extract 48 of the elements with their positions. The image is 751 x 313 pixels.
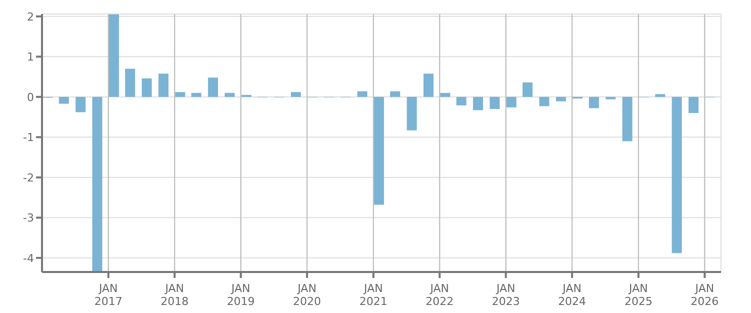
- bar: [539, 96, 550, 106]
- x-tick-label: JAN 2019: [226, 282, 255, 308]
- y-tick-label: -4: [23, 252, 34, 265]
- bar: [158, 74, 168, 97]
- x-tick-label: JAN 2024: [558, 282, 586, 308]
- bar: [390, 91, 400, 97]
- bar: [588, 96, 599, 108]
- bar: [473, 96, 484, 110]
- bar: [456, 96, 466, 106]
- x-tick-label: JAN 2025: [624, 282, 652, 308]
- x-tick-label: JAN 2023: [492, 282, 520, 308]
- bar: [142, 78, 152, 97]
- bar: [622, 96, 632, 142]
- bar: [424, 74, 434, 97]
- bar: [58, 96, 69, 104]
- bar: [672, 96, 682, 254]
- bar: [108, 14, 119, 97]
- bar: [655, 94, 666, 97]
- x-tick-label: JAN 2017: [94, 282, 122, 308]
- y-tick-label: 0: [27, 90, 34, 104]
- bar: [175, 92, 186, 97]
- bar: [374, 96, 384, 205]
- x-tick-label: JAN 2026: [690, 282, 719, 308]
- bar: [357, 91, 368, 97]
- bar: [125, 68, 136, 97]
- y-tick-label: -2: [23, 171, 34, 184]
- y-tick-label: 1: [27, 50, 34, 64]
- bar: [556, 96, 566, 102]
- x-tick-label: JAN 2021: [359, 282, 388, 308]
- bar: [490, 96, 500, 109]
- bar: [506, 96, 516, 108]
- bar: [440, 92, 450, 97]
- y-tick-label: 2: [27, 10, 34, 24]
- y-tick-label: -3: [23, 212, 34, 225]
- bar: [224, 92, 235, 97]
- bar: [606, 96, 616, 100]
- x-tick-label: JAN 2020: [293, 282, 322, 308]
- bar: [92, 96, 102, 272]
- bar: [191, 92, 202, 97]
- bar: [208, 78, 218, 97]
- bar: [522, 82, 533, 97]
- bar: [290, 92, 301, 97]
- y-tick-label: -1: [23, 131, 34, 144]
- x-tick-label: JAN 2018: [160, 282, 189, 308]
- x-tick-label: JAN 2022: [426, 282, 454, 308]
- bar: [688, 96, 699, 114]
- bar: [76, 96, 86, 112]
- bar: [406, 96, 417, 130]
